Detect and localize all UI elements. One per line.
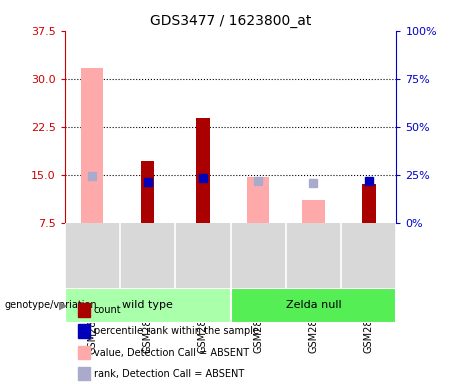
Text: value, Detection Call = ABSENT: value, Detection Call = ABSENT: [94, 348, 248, 358]
Text: Zelda null: Zelda null: [286, 300, 341, 310]
Title: GDS3477 / 1623800_at: GDS3477 / 1623800_at: [150, 14, 311, 28]
Text: wild type: wild type: [122, 300, 173, 310]
Bar: [230, 288, 396, 323]
Text: genotype/variation: genotype/variation: [5, 300, 97, 310]
Bar: [302, 200, 325, 223]
Text: count: count: [94, 305, 121, 315]
Text: percentile rank within the sample: percentile rank within the sample: [94, 326, 259, 336]
Text: ▶: ▶: [59, 300, 67, 310]
Bar: [196, 118, 210, 223]
Bar: [81, 68, 103, 223]
Bar: [65, 288, 230, 323]
Text: rank, Detection Call = ABSENT: rank, Detection Call = ABSENT: [94, 369, 244, 379]
Bar: [141, 161, 154, 223]
Bar: [247, 177, 269, 223]
Bar: [362, 184, 376, 223]
